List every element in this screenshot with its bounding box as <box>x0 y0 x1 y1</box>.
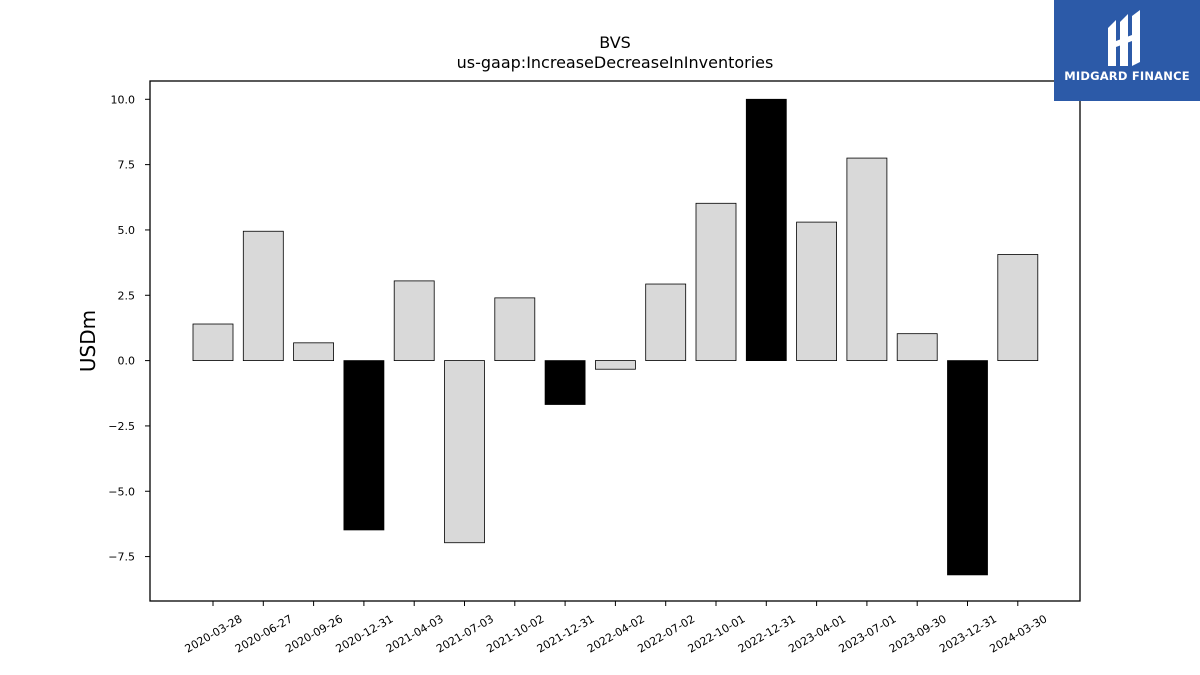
bar-2022-10-01 <box>695 202 737 361</box>
bars-group <box>192 98 1039 576</box>
bar-2024-03-30 <box>997 254 1039 361</box>
y-axis-label: USDm <box>76 310 100 372</box>
bar-2022-04-02 <box>595 360 636 370</box>
midgard-finance-logo: MIDGARD FINANCE <box>1054 0 1200 101</box>
y-tick-label: 5.0 <box>118 224 136 237</box>
bar-2020-03-28 <box>192 323 234 361</box>
y-tick-label: −2.5 <box>108 420 135 433</box>
bar-2023-07-01 <box>846 157 888 361</box>
bar-2023-09-30 <box>896 333 938 361</box>
midgard-logo-icon <box>1108 10 1140 66</box>
y-tick-label: 0.0 <box>118 355 136 368</box>
bar-2020-06-27 <box>242 230 284 361</box>
bar-2022-12-31 <box>745 98 787 361</box>
bar-2023-04-01 <box>796 221 837 361</box>
y-tick-label: −5.0 <box>108 485 135 498</box>
logo-text: MIDGARD FINANCE <box>1064 69 1190 83</box>
x-axis: 2020-03-282020-06-272020-09-262020-12-31… <box>183 601 1049 656</box>
y-tick-label: −7.5 <box>108 551 135 564</box>
bar-2021-12-31 <box>544 360 586 405</box>
y-tick-label: 10.0 <box>111 93 136 106</box>
chart-title: BVS <box>599 33 631 52</box>
bar-2021-07-03 <box>444 360 485 544</box>
y-tick-label: 2.5 <box>118 289 136 302</box>
bar-2023-12-31 <box>947 360 988 576</box>
chart-subtitle: us-gaap:IncreaseDecreaseInInventories <box>457 53 774 72</box>
bar-2021-10-02 <box>494 297 536 361</box>
y-tick-label: 7.5 <box>118 159 136 172</box>
x-tick-label: 2024-03-30 <box>987 612 1049 655</box>
bar-2022-07-02 <box>645 283 687 361</box>
bar-2020-12-31 <box>343 360 385 531</box>
bar-2021-04-03 <box>393 280 435 361</box>
y-axis: −7.5 −5.0 −2.5 0.0 2.5 5.0 7.5 10.0 <box>108 93 150 564</box>
bar-2020-09-26 <box>293 342 335 361</box>
plot-frame <box>149 80 1081 602</box>
